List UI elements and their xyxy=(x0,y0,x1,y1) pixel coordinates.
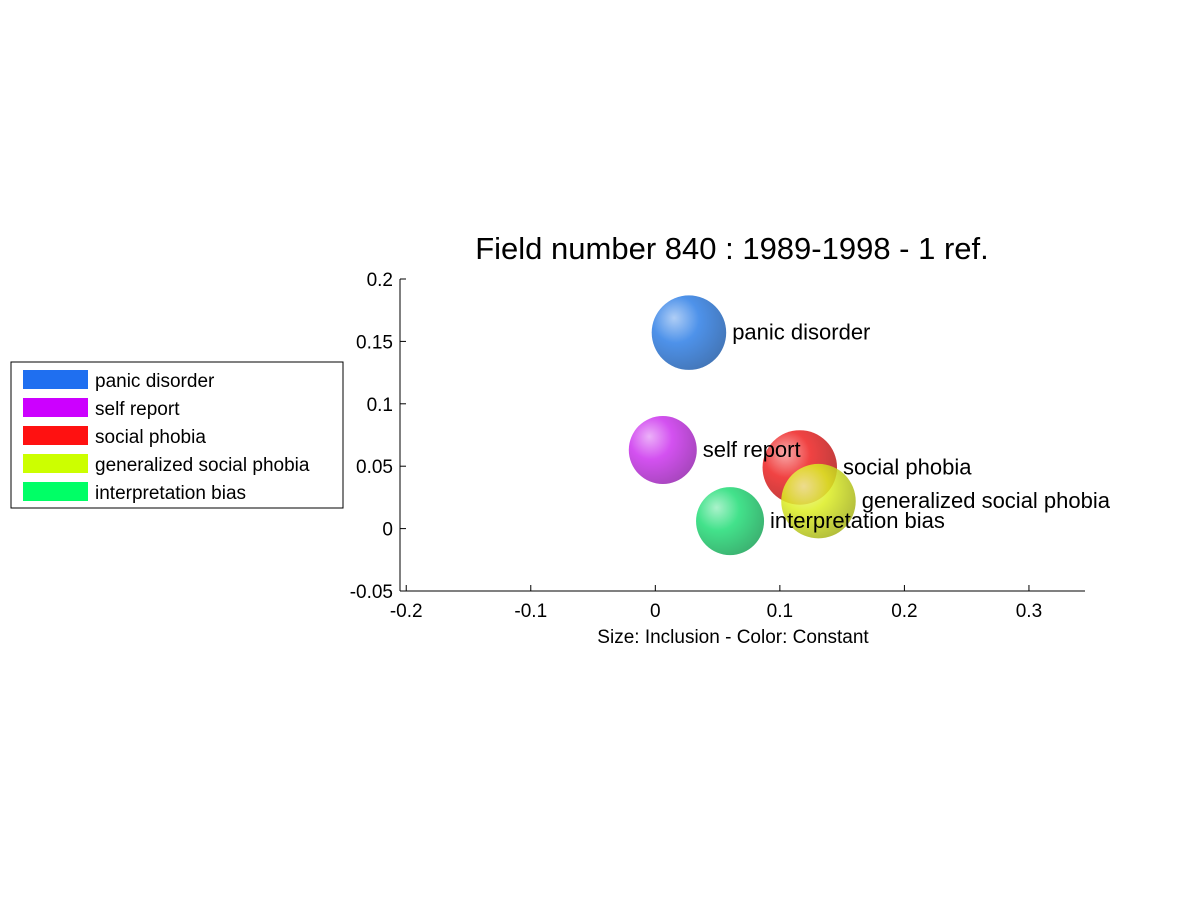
legend-label-generalized-social-phobia: generalized social phobia xyxy=(95,455,310,476)
x-tick-label: -0.2 xyxy=(390,601,423,622)
bubble-label-self-report: self report xyxy=(703,437,801,462)
x-tick-label: 0.2 xyxy=(891,601,917,622)
legend-swatch-panic-disorder xyxy=(23,370,88,389)
y-tick-label: 0.05 xyxy=(356,457,393,478)
bubble-generalized-social-phobia xyxy=(781,463,856,539)
bubble-label-social-phobia: social phobia xyxy=(843,454,972,479)
bubble-label-panic-disorder: panic disorder xyxy=(732,320,870,345)
legend-swatch-social-phobia xyxy=(23,426,88,445)
bubble-label-layer: panic disorder self report social phobia ge… xyxy=(703,320,1111,533)
y-tick-label: -0.05 xyxy=(350,582,393,603)
legend-label-interpretation-bias: interpretation bias xyxy=(95,483,246,504)
x-axis-label: Size: Inclusion - Color: Constant xyxy=(597,627,869,648)
bubble-layer xyxy=(628,295,856,556)
bubble-interpretation-bias xyxy=(696,487,765,556)
y-tick-label: 0.2 xyxy=(367,270,393,291)
y-tick-label: 0.15 xyxy=(356,332,393,353)
axes: -0.05 0 0.05 0.1 0.15 0.2 -0.2 -0.1 0 0.1 0.2 0.3 xyxy=(350,270,1085,622)
legend-label-panic-disorder: panic disorder xyxy=(95,371,215,392)
legend-swatch-interpretation-bias xyxy=(23,482,88,501)
x-tick-label: 0 xyxy=(650,601,661,622)
y-tick-label: 0.1 xyxy=(367,395,393,416)
x-tick-label: 0.1 xyxy=(767,601,793,622)
bubble-panic-disorder xyxy=(651,295,727,370)
legend-swatch-generalized-social-phobia xyxy=(23,454,88,473)
legend: panic disorder self report social phobia ge… xyxy=(10,361,344,509)
x-tick-label: 0.3 xyxy=(1016,601,1042,622)
bubble-self-report xyxy=(628,415,697,484)
legend-swatch-self-report xyxy=(23,398,88,417)
y-tick-label: 0 xyxy=(382,520,393,541)
bubble-label-interpretation-bias: interpretation bias xyxy=(770,508,945,533)
legend-label-self-report: self report xyxy=(95,399,180,420)
chart-title: Field number 840 : 1989-1998 - 1 ref. xyxy=(475,231,989,266)
legend-label-social-phobia: social phobia xyxy=(95,427,206,448)
bubble-label-generalized-social-phobia: generalized social phobia xyxy=(862,488,1111,513)
x-tick-label: -0.1 xyxy=(514,601,547,622)
